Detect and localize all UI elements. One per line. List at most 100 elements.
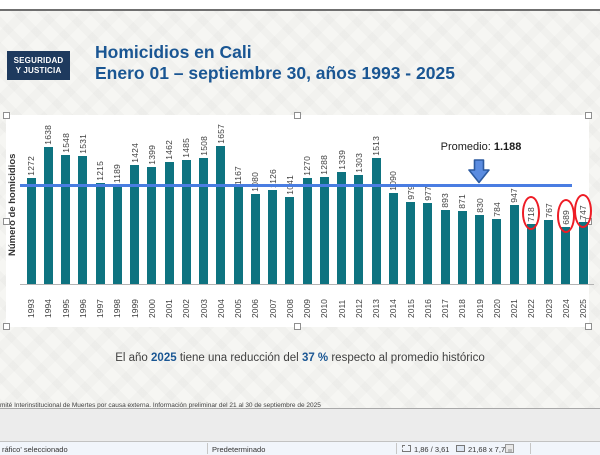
bar-value-label: 784 <box>491 202 502 217</box>
slide-template-status[interactable]: Predeterminado <box>212 445 266 454</box>
bar-2020[interactable] <box>492 219 502 284</box>
bar-value-label: 1462 <box>164 140 174 160</box>
bar-value-label: 1548 <box>60 133 71 153</box>
bar-2005[interactable] <box>233 187 243 284</box>
x-axis-label: 2022 <box>526 299 537 318</box>
bar-2021[interactable] <box>509 205 519 284</box>
selection-handle-sw[interactable] <box>3 323 10 330</box>
selection-handle-s[interactable] <box>294 323 301 330</box>
chart-object[interactable]: Número de homicidios Promedio: 1.188 127… <box>3 112 594 330</box>
selection-handle-ne[interactable] <box>585 112 592 119</box>
bar-value-label: 767 <box>543 203 554 218</box>
bar-2022[interactable] <box>526 224 536 284</box>
x-axis-label: 2025 <box>578 299 588 318</box>
bar-2010[interactable] <box>319 177 329 284</box>
bar-1994[interactable] <box>43 147 53 284</box>
x-axis-label: 1994 <box>43 299 54 318</box>
bar-1993[interactable] <box>26 178 36 284</box>
bar-2000[interactable] <box>147 167 157 284</box>
bar-value-label: 1339 <box>336 150 347 170</box>
status-divider-3 <box>530 443 531 454</box>
bar-2023[interactable] <box>544 220 553 284</box>
selection-handle-nw[interactable] <box>3 112 10 119</box>
selection-handle-w[interactable] <box>3 218 10 225</box>
x-axis-label: 2004 <box>215 299 226 318</box>
seguridad-justicia-logo[interactable]: SEGURIDAD Y JUSTICIA <box>7 51 70 80</box>
slide-canvas[interactable]: SEGURIDAD Y JUSTICIA Homicidios en Cali … <box>0 11 600 409</box>
bar-2001[interactable] <box>164 162 174 284</box>
bar-1997[interactable] <box>95 183 105 284</box>
top-divider <box>0 9 600 11</box>
x-axis-label: 2010 <box>319 299 330 318</box>
x-axis-label: 2024 <box>560 299 571 318</box>
bar-2003[interactable] <box>199 158 208 284</box>
bar-value-label: 1167 <box>233 165 243 185</box>
chart-plot: Promedio: 1.188 1272 1993 1638 1994 1548 1995… <box>6 115 594 327</box>
x-axis-label: 1999 <box>129 299 140 318</box>
bar-2024[interactable] <box>561 227 571 284</box>
bar-1995[interactable] <box>61 155 70 284</box>
bar-2017[interactable] <box>440 210 450 284</box>
object-size-icon <box>456 445 465 452</box>
bar-2002[interactable] <box>181 160 191 284</box>
cursor-position-icon <box>402 445 411 452</box>
bar-value-label: 1638 <box>43 125 54 145</box>
selection-handle-n[interactable] <box>294 112 301 119</box>
bar-2004[interactable] <box>216 146 226 284</box>
cursor-position-value[interactable]: 1,86 / 3,61 <box>414 445 450 454</box>
bar-2006[interactable] <box>250 194 260 284</box>
source-footnote[interactable]: mité Interinstitucional de Muertes por c… <box>0 402 321 409</box>
bar-2014[interactable] <box>388 193 398 284</box>
bar-2007[interactable] <box>268 190 277 284</box>
x-axis-label: 2007 <box>267 299 278 318</box>
bar-value-label: 1272 <box>26 156 36 176</box>
bar-2019[interactable] <box>475 215 484 284</box>
bar-2011[interactable] <box>337 172 346 284</box>
x-axis-label: 2001 <box>164 299 174 318</box>
bar-2018[interactable] <box>457 211 467 284</box>
x-axis-label: 2018 <box>457 299 468 318</box>
horizontal-scrollbar[interactable] <box>0 430 600 438</box>
message-year: 2025 <box>151 352 177 364</box>
x-axis-label: 2020 <box>491 299 502 318</box>
x-axis-label: 2003 <box>198 299 209 318</box>
bar-2016[interactable] <box>423 203 433 284</box>
x-axis-label: 1997 <box>95 299 105 318</box>
x-axis-label: 2006 <box>250 299 261 318</box>
bar-2025[interactable] <box>578 222 588 284</box>
bar-value-label: 1189 <box>112 163 123 183</box>
reduction-message[interactable]: El año 2025 tiene una reducción del 37 %… <box>0 352 600 364</box>
top-strip <box>0 0 600 9</box>
bar-2013[interactable] <box>371 158 381 284</box>
x-axis-label: 2021 <box>509 299 519 318</box>
bar-value-label: 977 <box>422 186 433 201</box>
bar-1999[interactable] <box>130 165 139 284</box>
bar-2012[interactable] <box>354 175 364 284</box>
x-axis-label: 2014 <box>388 299 399 318</box>
bar-value-label: 893 <box>440 193 450 208</box>
bar-value-label: 871 <box>457 194 468 209</box>
x-axis-label: 2002 <box>181 299 192 318</box>
bar-1996[interactable] <box>78 156 88 284</box>
average-label-value: 1.188 <box>493 141 522 153</box>
bar-value-label: 830 <box>474 198 485 213</box>
down-arrow-icon[interactable] <box>468 159 490 184</box>
x-axis-label: 2023 <box>543 299 554 318</box>
bar-1998[interactable] <box>112 185 122 284</box>
save-indicator-icon[interactable] <box>505 444 514 453</box>
message-pct: 37 % <box>301 352 329 364</box>
bar-value-label: 1399 <box>146 145 157 165</box>
bar-2008[interactable] <box>285 197 295 284</box>
selection-handle-se[interactable] <box>585 323 592 330</box>
bar-2015[interactable] <box>406 202 415 284</box>
slide-title[interactable]: Homicidios en Cali Enero 01 – septiembre… <box>95 42 595 85</box>
bar-value-label: 1508 <box>198 136 209 156</box>
object-size-value[interactable]: 21,68 x 7,76 <box>468 445 510 454</box>
bar-2009[interactable] <box>302 178 312 284</box>
highlight-ellipse <box>522 196 541 230</box>
x-axis-label: 2019 <box>474 299 485 318</box>
bar-value-label: 1424 <box>129 143 140 163</box>
message-prefix: El año <box>115 352 152 364</box>
bar-value-label: 1485 <box>181 138 192 158</box>
